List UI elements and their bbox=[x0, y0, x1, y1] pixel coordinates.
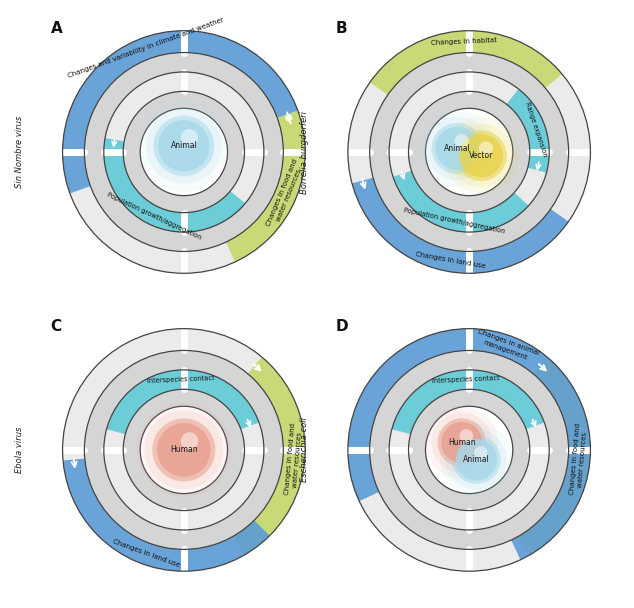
Text: Changes in food and
water resources: Changes in food and water resources bbox=[569, 423, 589, 496]
Circle shape bbox=[146, 108, 222, 184]
Circle shape bbox=[181, 129, 198, 146]
Polygon shape bbox=[84, 350, 283, 550]
Text: Range expansion: Range expansion bbox=[524, 102, 548, 158]
Polygon shape bbox=[389, 72, 549, 232]
Polygon shape bbox=[226, 111, 305, 262]
Circle shape bbox=[425, 117, 489, 180]
Polygon shape bbox=[104, 370, 264, 530]
Circle shape bbox=[452, 435, 501, 484]
Circle shape bbox=[181, 432, 198, 450]
Circle shape bbox=[460, 429, 473, 443]
Polygon shape bbox=[63, 458, 269, 571]
Polygon shape bbox=[63, 329, 305, 571]
Text: Ebola virus: Ebola virus bbox=[15, 427, 23, 473]
Text: Population growth/aggregation: Population growth/aggregation bbox=[403, 207, 506, 235]
Polygon shape bbox=[393, 171, 529, 232]
Text: Animal: Animal bbox=[171, 142, 197, 150]
Text: D: D bbox=[336, 319, 348, 334]
Text: A: A bbox=[51, 21, 62, 36]
Circle shape bbox=[446, 429, 507, 490]
Circle shape bbox=[479, 142, 493, 156]
Circle shape bbox=[158, 120, 210, 171]
Polygon shape bbox=[392, 370, 545, 434]
Polygon shape bbox=[104, 72, 264, 232]
Circle shape bbox=[425, 406, 513, 494]
Polygon shape bbox=[233, 357, 305, 555]
Polygon shape bbox=[370, 350, 569, 550]
Circle shape bbox=[443, 117, 519, 194]
Text: Changes in habitat: Changes in habitat bbox=[431, 37, 498, 46]
Polygon shape bbox=[370, 31, 562, 95]
Polygon shape bbox=[63, 31, 298, 193]
Circle shape bbox=[136, 402, 231, 497]
Text: Changes in animal
management: Changes in animal management bbox=[474, 329, 540, 364]
Text: Human: Human bbox=[448, 438, 476, 447]
Polygon shape bbox=[84, 52, 283, 252]
Text: Interspecies contact: Interspecies contact bbox=[147, 375, 215, 384]
Polygon shape bbox=[348, 31, 590, 273]
Text: Human: Human bbox=[170, 446, 198, 454]
Circle shape bbox=[425, 406, 498, 479]
Circle shape bbox=[140, 108, 228, 196]
Circle shape bbox=[460, 134, 503, 178]
Circle shape bbox=[436, 126, 479, 170]
Circle shape bbox=[474, 446, 488, 460]
Circle shape bbox=[456, 130, 507, 181]
Polygon shape bbox=[107, 370, 259, 434]
Text: Interspecies contact: Interspecies contact bbox=[432, 375, 500, 384]
Polygon shape bbox=[348, 329, 590, 560]
Polygon shape bbox=[408, 91, 530, 213]
Polygon shape bbox=[123, 389, 245, 511]
Circle shape bbox=[450, 124, 513, 187]
Polygon shape bbox=[348, 329, 590, 571]
Polygon shape bbox=[389, 370, 549, 530]
Circle shape bbox=[437, 418, 486, 467]
Circle shape bbox=[432, 123, 482, 174]
Text: C: C bbox=[51, 319, 61, 334]
Polygon shape bbox=[352, 178, 569, 273]
Text: Population growth/aggregation: Population growth/aggregation bbox=[106, 191, 202, 240]
Circle shape bbox=[441, 422, 482, 463]
Text: Changes in food and
water resources: Changes in food and water resources bbox=[266, 159, 306, 230]
Circle shape bbox=[153, 116, 214, 176]
Text: Animal: Animal bbox=[444, 144, 470, 153]
Polygon shape bbox=[370, 52, 569, 252]
Circle shape bbox=[456, 439, 497, 480]
Circle shape bbox=[157, 423, 210, 477]
Text: Escherichia coli: Escherichia coli bbox=[300, 418, 309, 482]
Polygon shape bbox=[519, 357, 590, 555]
Circle shape bbox=[145, 410, 223, 489]
Polygon shape bbox=[104, 138, 245, 232]
Polygon shape bbox=[63, 31, 305, 273]
Text: Changes in land use: Changes in land use bbox=[415, 252, 486, 270]
Circle shape bbox=[152, 418, 216, 482]
Circle shape bbox=[138, 100, 230, 192]
Text: Changes and variability in climate and weather: Changes and variability in climate and w… bbox=[67, 17, 225, 80]
Text: Borrelia burgdorferi: Borrelia burgdorferi bbox=[300, 111, 309, 193]
Polygon shape bbox=[123, 91, 245, 213]
Polygon shape bbox=[507, 89, 549, 173]
Circle shape bbox=[419, 110, 495, 187]
Circle shape bbox=[425, 108, 513, 196]
Circle shape bbox=[455, 134, 469, 148]
Text: Changes in land use: Changes in land use bbox=[112, 539, 181, 568]
Circle shape bbox=[440, 423, 513, 496]
Text: Animal: Animal bbox=[463, 455, 490, 464]
Text: Sin Nombre virus: Sin Nombre virus bbox=[15, 116, 23, 188]
Text: Changes in food and
water resources: Changes in food and water resources bbox=[284, 423, 304, 496]
Circle shape bbox=[140, 406, 228, 494]
Text: B: B bbox=[336, 21, 347, 36]
Text: Vector: Vector bbox=[469, 151, 493, 160]
Polygon shape bbox=[408, 389, 530, 511]
Circle shape bbox=[432, 412, 492, 473]
